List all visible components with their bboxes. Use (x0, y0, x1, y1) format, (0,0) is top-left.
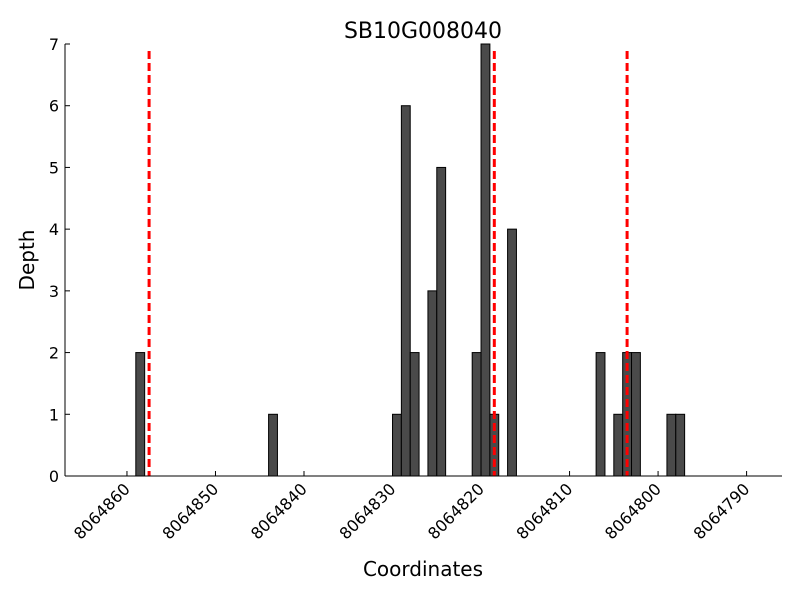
bar-6 (436, 166, 447, 477)
x-tick-label: 8064830 (336, 479, 400, 543)
bar-12 (613, 413, 624, 477)
chart-title: SB10G008040 (344, 19, 502, 44)
bar-2 (392, 413, 402, 477)
x-tick-label: 8064820 (424, 479, 488, 543)
bar-15 (666, 413, 677, 477)
y-tick-label: 7 (49, 35, 59, 54)
x-tick-label: 8064810 (513, 479, 577, 543)
bar-0 (135, 352, 146, 477)
reference-lines-layer (147, 51, 629, 476)
bar-14 (631, 352, 641, 477)
bars-layer (135, 43, 686, 477)
y-tick-label: 1 (49, 405, 59, 424)
y-tick-label: 5 (49, 158, 59, 177)
bar-3 (400, 105, 411, 477)
y-tick-label: 6 (49, 97, 59, 116)
bar-5 (427, 290, 438, 477)
bar-7 (471, 352, 482, 477)
x-tick-label: 8064850 (158, 479, 222, 543)
x-tick-label: 8064840 (247, 479, 311, 543)
bar-10 (507, 228, 517, 477)
bar-8 (480, 43, 491, 477)
axes-layer (64, 44, 782, 477)
y-tick-label: 0 (49, 467, 59, 486)
y-tick-label: 4 (49, 220, 59, 239)
bar-11 (595, 352, 606, 477)
x-tick-label: 8064790 (690, 479, 754, 543)
y-tick-label: 3 (49, 282, 59, 301)
x-tick-label: 8064800 (601, 479, 665, 543)
bar-1 (268, 413, 278, 477)
y-axis-label: Depth (15, 230, 39, 291)
bar-4 (409, 352, 420, 477)
bar-16 (675, 413, 686, 477)
x-tick-label: 8064860 (70, 479, 134, 543)
x-axis-label: Coordinates (363, 557, 483, 581)
y-tick-label: 2 (49, 344, 59, 363)
